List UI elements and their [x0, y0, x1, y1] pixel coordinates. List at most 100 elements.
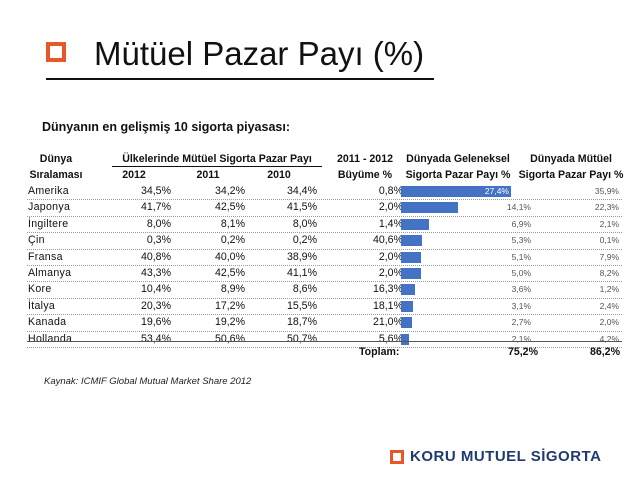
- mutual-share-value: 4,2%: [599, 333, 619, 344]
- mutual-share-value: 2,0%: [599, 317, 619, 328]
- growth-cell: 21,0%: [372, 316, 403, 329]
- table-row: Çin 0,3% 0,2% 0,2% 40,6% 5,3% 0,1%: [27, 233, 622, 250]
- share-2011-cell: 8,1%: [220, 217, 245, 230]
- country-cell: Fransa: [28, 250, 63, 263]
- conventional-share-value: 5,1%: [511, 251, 531, 262]
- conventional-share-bar: [401, 284, 416, 296]
- country-cell: Hollanda: [28, 332, 73, 345]
- header-year-2011: 2011: [196, 169, 220, 181]
- growth-cell: 40,6%: [372, 234, 403, 247]
- growth-cell: 2,0%: [378, 266, 403, 279]
- total-divider: [27, 341, 622, 342]
- header-year-2012: 2012: [122, 169, 146, 181]
- country-cell: Kanada: [28, 316, 67, 329]
- mutual-share-value: 2,1%: [599, 218, 619, 229]
- conventional-share-value: 5,3%: [511, 235, 531, 246]
- conventional-share-bar: [401, 300, 414, 312]
- conventional-share-value: 27,4%: [484, 186, 509, 196]
- brand-square-icon: [390, 449, 404, 464]
- share-2012-cell: 8,0%: [146, 217, 171, 230]
- share-2010-cell: 8,6%: [292, 283, 317, 296]
- growth-cell: 2,0%: [378, 250, 403, 263]
- mutual-share-value: 8,2%: [599, 267, 619, 278]
- country-cell: İngiltere: [28, 217, 69, 230]
- share-2012-cell: 19,6%: [140, 316, 171, 329]
- header-share-group: Ülkelerinde Mütüel Sigorta Pazar Payı: [112, 153, 322, 167]
- share-2012-cell: 40,8%: [140, 250, 171, 263]
- share-2011-cell: 8,9%: [220, 283, 245, 296]
- conventional-share-bar: [401, 333, 410, 345]
- source-note: Kaynak: ICMIF Global Mutual Market Share…: [44, 376, 252, 387]
- share-2010-cell: 34,4%: [286, 185, 317, 197]
- share-2011-cell: 17,2%: [214, 299, 245, 312]
- table-row: Japonya 41,7% 42,5% 41,5% 2,0% 14,1% 22,3%: [27, 200, 622, 217]
- conventional-share-bar: [401, 235, 423, 247]
- conventional-share-bar: [401, 186, 511, 197]
- conventional-share-value: 2,1%: [511, 333, 531, 344]
- conventional-share-value: 3,6%: [511, 284, 531, 295]
- table-row: Fransa 40,8% 40,0% 38,9% 2,0% 5,1% 7,9%: [27, 250, 622, 266]
- brand-logo: KORU MUTUEL SİGORTA: [390, 448, 601, 470]
- share-2012-cell: 53,4%: [140, 332, 171, 345]
- mutual-share-value: 22,3%: [594, 202, 619, 213]
- share-2012-cell: 10,4%: [140, 283, 171, 296]
- share-2011-cell: 42,5%: [214, 201, 245, 214]
- total-label: Toplam:: [359, 346, 400, 358]
- share-2010-cell: 18,7%: [286, 316, 317, 329]
- share-2012-cell: 34,5%: [140, 185, 171, 197]
- share-2012-cell: 41,7%: [140, 201, 171, 214]
- country-cell: Amerika: [28, 185, 69, 197]
- conventional-share-bar: [401, 218, 429, 230]
- country-cell: Almanya: [28, 266, 72, 279]
- table-row: Amerika 34,5% 34,2% 34,4% 0,8% 27,4% 35,9%: [27, 184, 622, 201]
- header-mutual-2: Sigorta Pazar Payı %: [518, 169, 624, 181]
- table-row: Almanya 43,3% 42,5% 41,1% 2,0% 5,0% 8,2%: [27, 266, 622, 283]
- share-2011-cell: 42,5%: [214, 266, 245, 279]
- share-2011-cell: 34,2%: [214, 185, 245, 197]
- brand-name: KORU MUTUEL SİGORTA: [410, 448, 602, 466]
- country-cell: İtalya: [28, 299, 56, 312]
- header-conventional-1: Dünyada Geleneksel: [406, 153, 510, 165]
- growth-cell: 2,0%: [378, 201, 403, 214]
- title-underline: [46, 78, 434, 80]
- subtitle: Dünyanın en gelişmiş 10 sigorta piyasası…: [42, 120, 291, 134]
- country-cell: Japonya: [28, 201, 71, 214]
- share-2011-cell: 0,2%: [220, 234, 245, 247]
- header-mutual-1: Dünyada Mütüel: [530, 153, 612, 165]
- mutual-share-value: 7,9%: [599, 251, 619, 262]
- conventional-share-value: 6,9%: [511, 218, 531, 229]
- table-row: İngiltere 8,0% 8,1% 8,0% 1,4% 6,9% 2,1%: [27, 217, 622, 234]
- growth-cell: 16,3%: [372, 283, 403, 296]
- header-rank-1: Dünya: [39, 153, 73, 165]
- total-conventional: 75,2%: [507, 346, 538, 358]
- header-growth-2: Büyüme %: [337, 169, 393, 181]
- header-conventional-2: Sigorta Pazar Payı %: [405, 169, 511, 181]
- share-2010-cell: 15,5%: [286, 299, 317, 312]
- share-2011-cell: 19,2%: [214, 316, 245, 329]
- share-2010-cell: 8,0%: [292, 217, 317, 230]
- growth-cell: 0,8%: [378, 185, 403, 197]
- conventional-share-value: 3,1%: [511, 300, 531, 311]
- conventional-share-value: 2,7%: [511, 317, 531, 328]
- mutual-share-value: 35,9%: [594, 186, 619, 196]
- mutual-share-value: 0,1%: [599, 235, 619, 246]
- header-growth-1: 2011 - 2012: [337, 153, 393, 165]
- share-2011-cell: 50,6%: [214, 332, 245, 345]
- conventional-share-bar: [401, 267, 422, 279]
- table-row: İtalya 20,3% 17,2% 15,5% 18,1% 3,1% 2,4%: [27, 299, 622, 316]
- conventional-share-bar: [401, 317, 412, 329]
- conventional-share-bar: [401, 202, 458, 214]
- conventional-share-value: 14,1%: [506, 202, 531, 213]
- country-cell: Çin: [28, 234, 45, 247]
- share-2012-cell: 0,3%: [146, 234, 171, 247]
- mutual-share-value: 1,2%: [599, 284, 619, 295]
- share-2010-cell: 41,5%: [286, 201, 317, 214]
- table-row: Kanada 19,6% 19,2% 18,7% 21,0% 2,7% 2,0%: [27, 315, 622, 332]
- share-2012-cell: 20,3%: [140, 299, 171, 312]
- share-2010-cell: 50,7%: [286, 332, 317, 345]
- conventional-share-bar: [401, 251, 422, 263]
- share-2010-cell: 38,9%: [286, 250, 317, 263]
- share-2010-cell: 0,2%: [292, 234, 317, 247]
- mutual-share-value: 2,4%: [599, 300, 619, 311]
- header-rank-2: Sıralaması: [29, 169, 83, 181]
